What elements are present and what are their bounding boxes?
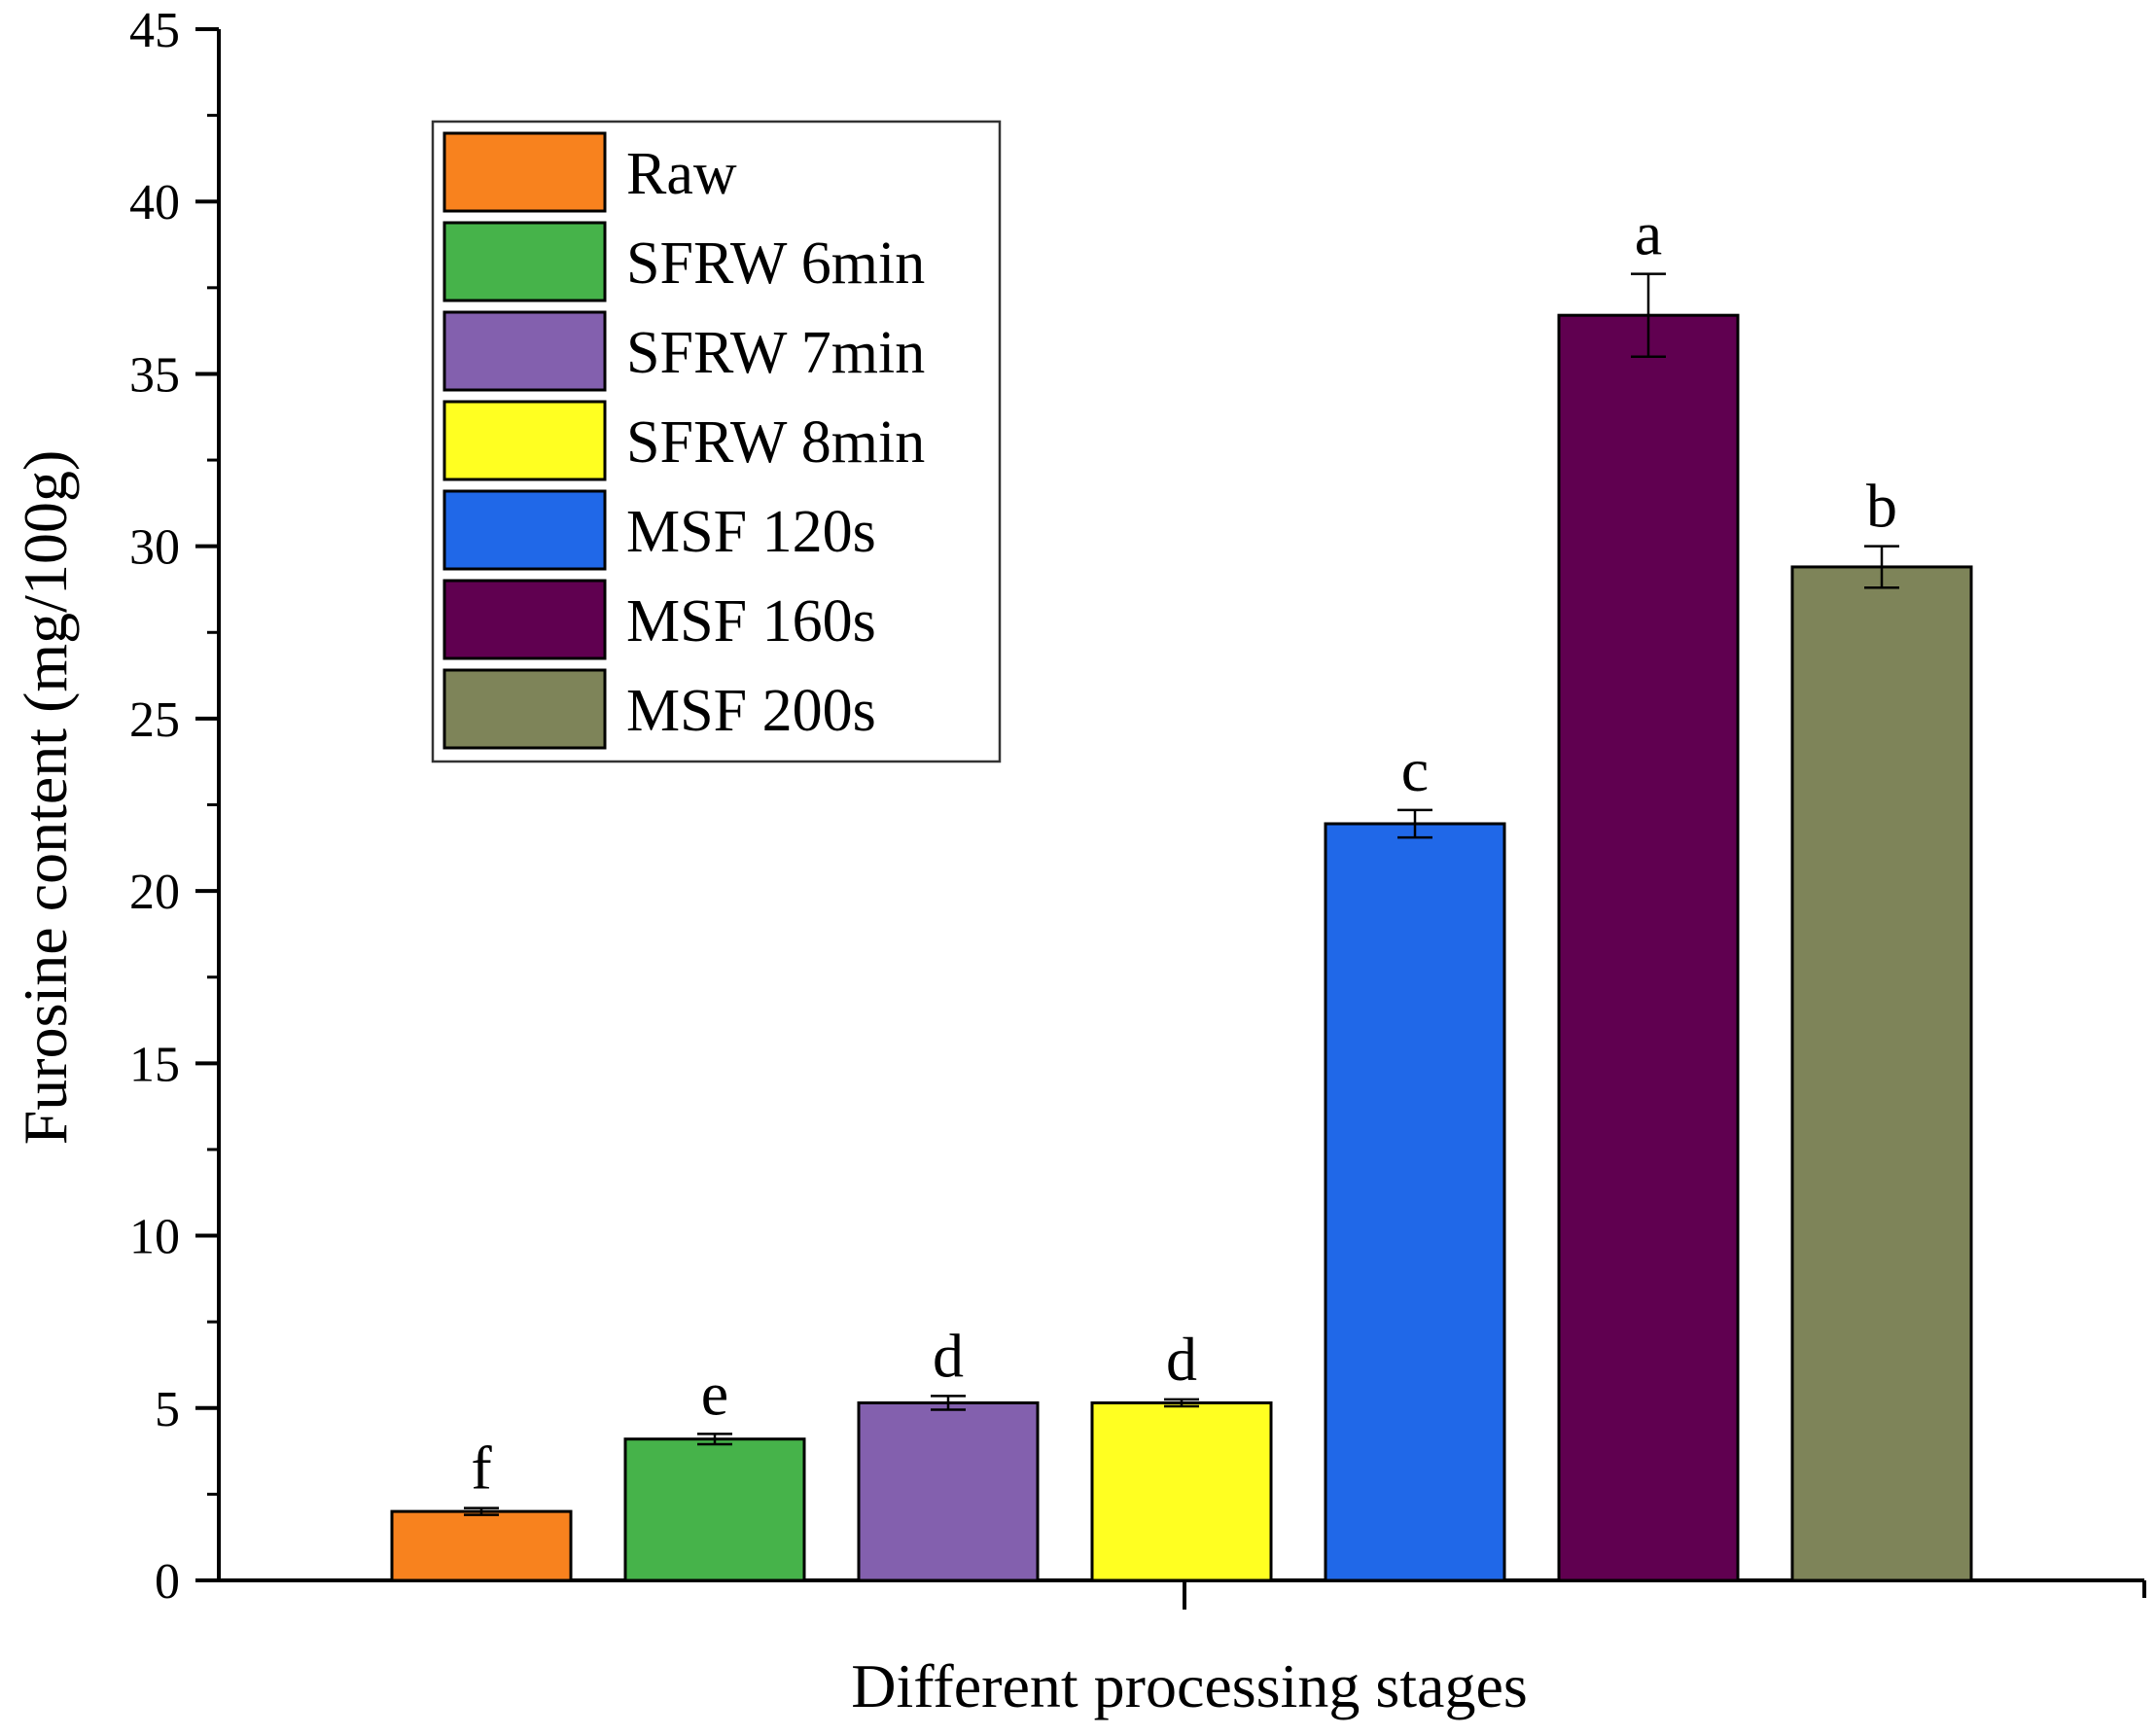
legend: Raw SFRW 6min SFRW 7min SFRW 8min MSF 120s MS…: [431, 120, 1002, 763]
bar: [857, 1400, 1040, 1582]
y-tick-label: 20: [129, 865, 180, 920]
legend-swatch: [442, 489, 607, 571]
bar: [1790, 565, 1973, 1582]
significance-label: e: [701, 1359, 728, 1428]
y-tick-label: 5: [155, 1382, 180, 1437]
significance-label: a: [1635, 199, 1662, 268]
legend-label: MSF 160s: [626, 588, 876, 655]
y-tick-label: 40: [129, 175, 180, 230]
error-bars: [464, 272, 1899, 1516]
legend-swatch: [442, 668, 607, 750]
significance-label: f: [471, 1434, 492, 1503]
legend-label: SFRW 6min: [626, 230, 925, 297]
legend-swatch: [442, 579, 607, 660]
y-tick-label: 30: [129, 520, 180, 576]
legend-label: Raw: [626, 141, 737, 207]
legend-swatch: [442, 221, 607, 302]
significance-label: d: [933, 1321, 964, 1390]
bar: [390, 1509, 573, 1582]
y-axis-title: Furosine content (mg/100g): [11, 450, 80, 1146]
legend-label: SFRW 7min: [626, 320, 925, 386]
y-tick-label: 10: [129, 1210, 180, 1265]
y-tick-label: 25: [129, 692, 180, 748]
significance-label: d: [1166, 1325, 1197, 1394]
legend-label: MSF 120s: [626, 499, 876, 565]
legend-label: SFRW 8min: [626, 409, 925, 476]
bars: [390, 313, 1973, 1582]
legend-swatch: [442, 400, 607, 481]
legend-swatch: [442, 310, 607, 392]
y-tick-label: 0: [155, 1554, 180, 1610]
y-tick-label: 15: [129, 1037, 180, 1092]
y-tick-label: 35: [129, 347, 180, 403]
legend-swatch: [442, 131, 607, 213]
bar: [1090, 1400, 1273, 1582]
significance-label: b: [1866, 472, 1897, 541]
significance-label: c: [1401, 735, 1429, 804]
bar: [1324, 822, 1506, 1582]
bar: [623, 1437, 806, 1582]
significance-labels: f e d d c a b: [471, 199, 1897, 1503]
y-tick-label: 45: [129, 3, 180, 58]
bar: [1557, 313, 1740, 1582]
legend-label: MSF 200s: [626, 678, 876, 744]
x-axis-title: Different processing stages: [851, 1651, 1528, 1720]
